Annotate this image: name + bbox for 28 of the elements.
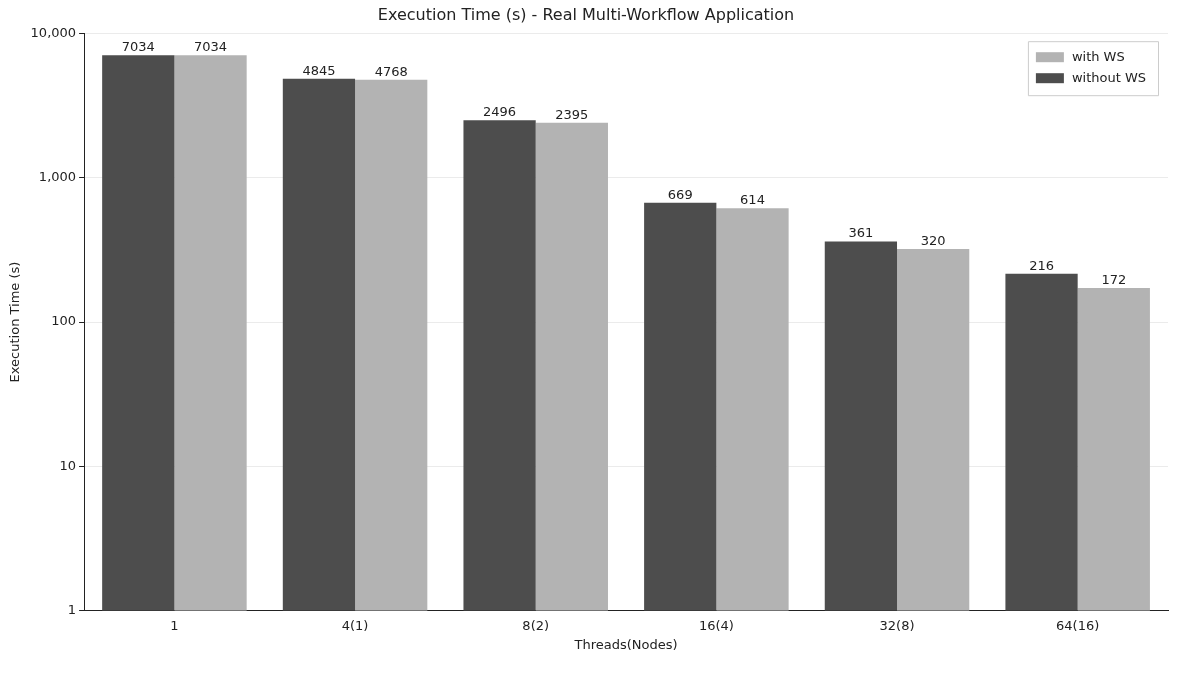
data-label: 7034	[194, 39, 228, 55]
data-label: 172	[1101, 271, 1127, 287]
y-tick-label: 1	[67, 602, 77, 618]
x-axis-title: Threads(Nodes)	[573, 636, 678, 652]
x-tick-label: 8(2)	[522, 617, 550, 633]
x-tick-label: 1	[170, 617, 179, 633]
x-tick-label: 32(8)	[879, 617, 915, 633]
data-label: 216	[1029, 257, 1054, 273]
y-axis-title: Execution Time (s)	[7, 261, 23, 383]
data-label: 4768	[374, 63, 408, 79]
y-tick-label: 100	[51, 313, 77, 329]
data-label: 361	[848, 225, 874, 241]
data-label: 4845	[302, 62, 336, 78]
data-label: 669	[667, 186, 693, 202]
data-label: 320	[920, 232, 946, 248]
legend-label: with WS	[1071, 48, 1125, 64]
data-label: 7034	[121, 39, 155, 55]
x-tick-label: 16(4)	[698, 617, 734, 633]
y-tick-label: 1,000	[38, 168, 77, 184]
legend-label: without WS	[1071, 69, 1146, 85]
data-label: 614	[740, 192, 765, 208]
y-tick-label: 10,000	[30, 24, 77, 40]
x-tick-label: 4(1)	[341, 617, 369, 633]
y-tick-label: 10	[59, 457, 77, 473]
chart-title: Execution Time (s) - Real Multi-Workflow Application	[377, 4, 795, 24]
data-label: 2496	[483, 104, 517, 120]
x-tick-label: 64(16)	[1056, 617, 1100, 633]
data-label: 2395	[555, 106, 589, 122]
